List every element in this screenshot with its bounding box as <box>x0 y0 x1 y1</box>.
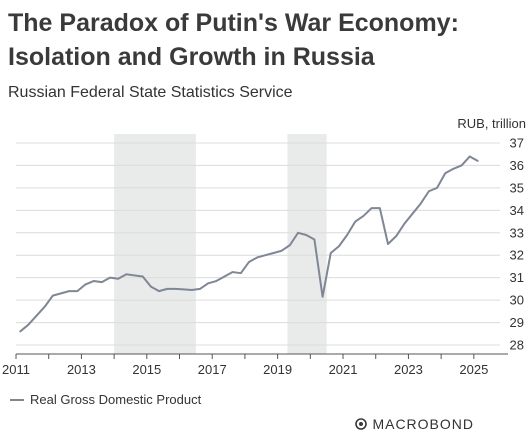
y-tick-label-34: 34 <box>510 203 524 218</box>
data-point-0-18 <box>166 288 169 290</box>
data-point-0-13 <box>125 273 128 276</box>
data-point-0-55 <box>468 155 471 158</box>
data-point-0-2 <box>35 315 38 317</box>
y-tick-label-33: 33 <box>510 225 524 240</box>
data-point-0-54 <box>460 164 463 167</box>
data-point-0-42 <box>362 215 365 217</box>
data-point-0-16 <box>150 285 152 288</box>
data-point-0-1 <box>27 324 30 326</box>
data-point-0-31 <box>272 252 275 254</box>
y-axis-unit-label: RUB, trillion <box>457 116 526 131</box>
chart-title-line-2: Isolation and Growth in Russia <box>8 43 375 71</box>
data-point-0-10 <box>101 281 103 283</box>
data-point-0-53 <box>452 167 455 170</box>
x-tick-label-2025: 2025 <box>459 362 488 377</box>
chart-subtitle: Russian Federal State Statistics Service <box>8 84 293 101</box>
data-point-0-12 <box>117 277 119 280</box>
legend-swatch <box>10 398 24 401</box>
shaded-period-0 <box>114 134 196 354</box>
data-point-0-23 <box>207 282 209 285</box>
shaded-period-1 <box>287 134 327 354</box>
data-point-0-30 <box>264 254 267 257</box>
chart-title-line-1: The Paradox of Putin's War Economy: <box>8 9 459 37</box>
data-point-0-17 <box>158 290 160 292</box>
y-tick-label-29: 29 <box>510 315 524 330</box>
macrobond-logo: MACROBOND <box>355 416 474 432</box>
data-point-0-56 <box>477 160 479 162</box>
data-point-0-26 <box>231 271 234 273</box>
y-tick-label-35: 35 <box>510 180 524 195</box>
data-point-0-40 <box>346 234 348 236</box>
data-point-0-34 <box>297 231 299 234</box>
chart-title: The Paradox of Putin's War Economy: Isol… <box>8 6 524 74</box>
data-point-0-51 <box>436 187 438 189</box>
data-point-0-32 <box>280 249 283 252</box>
data-point-0-0 <box>19 330 21 333</box>
data-point-0-21 <box>190 289 193 291</box>
data-point-0-35 <box>305 234 308 236</box>
x-tick-label-2021: 2021 <box>329 362 358 377</box>
series-line-0 <box>19 155 479 333</box>
legend-label: Real Gross Domestic Product <box>30 392 202 407</box>
x-tick-label-2013: 2013 <box>67 362 96 377</box>
data-point-0-15 <box>141 275 144 278</box>
data-point-0-29 <box>256 256 258 259</box>
data-point-0-33 <box>289 244 291 246</box>
data-point-0-27 <box>240 272 242 274</box>
data-point-0-50 <box>428 190 430 193</box>
x-tick-label-2023: 2023 <box>394 362 423 377</box>
data-point-0-3 <box>43 306 46 308</box>
series-lines <box>19 155 479 333</box>
data-point-0-45 <box>387 243 389 245</box>
data-point-0-36 <box>313 238 316 241</box>
x-tick-label-2015: 2015 <box>132 362 161 377</box>
data-point-0-8 <box>84 283 87 286</box>
y-tick-label-28: 28 <box>510 338 524 353</box>
legend: Real Gross Domestic Product <box>10 392 201 407</box>
data-point-0-9 <box>92 280 95 282</box>
data-point-0-11 <box>109 276 111 279</box>
y-axis-ticks: 28 29 30 31 32 33 34 35 36 37 <box>510 135 524 352</box>
x-axis: 2011 2013 2015 2017 2019 2021 2023 2025 <box>2 353 508 377</box>
data-point-0-43 <box>370 207 373 209</box>
data-point-0-49 <box>419 202 422 205</box>
macrobond-logo-text: MACROBOND <box>372 416 474 432</box>
data-point-0-24 <box>215 280 218 282</box>
gridlines <box>16 142 500 346</box>
data-point-0-25 <box>223 275 226 278</box>
data-point-0-4 <box>51 294 54 297</box>
data-point-0-38 <box>329 252 332 254</box>
data-point-0-22 <box>199 288 201 290</box>
y-tick-label-31: 31 <box>510 270 524 285</box>
data-point-0-41 <box>354 220 357 223</box>
data-point-0-48 <box>411 212 414 215</box>
x-tick-label-2017: 2017 <box>198 362 227 377</box>
data-point-0-5 <box>60 292 62 295</box>
data-point-0-28 <box>248 261 250 263</box>
data-point-0-44 <box>379 207 381 209</box>
data-point-0-19 <box>174 288 177 290</box>
y-tick-label-36: 36 <box>510 158 524 173</box>
y-tick-label-30: 30 <box>510 293 524 308</box>
data-point-0-7 <box>76 290 79 292</box>
macrobond-logo-icon <box>355 418 368 430</box>
data-point-0-37 <box>321 295 324 298</box>
data-point-0-39 <box>338 245 340 248</box>
data-point-0-20 <box>182 288 185 291</box>
data-point-0-47 <box>403 222 406 225</box>
data-point-0-6 <box>68 290 70 292</box>
data-point-0-52 <box>444 172 447 175</box>
data-point-0-14 <box>133 274 136 277</box>
x-tick-label-2011: 2011 <box>2 362 30 377</box>
y-tick-label-32: 32 <box>510 248 524 263</box>
shaded-periods <box>114 134 327 354</box>
y-tick-label-37: 37 <box>510 135 524 150</box>
x-tick-label-2019: 2019 <box>263 362 292 377</box>
data-point-0-46 <box>395 235 397 237</box>
